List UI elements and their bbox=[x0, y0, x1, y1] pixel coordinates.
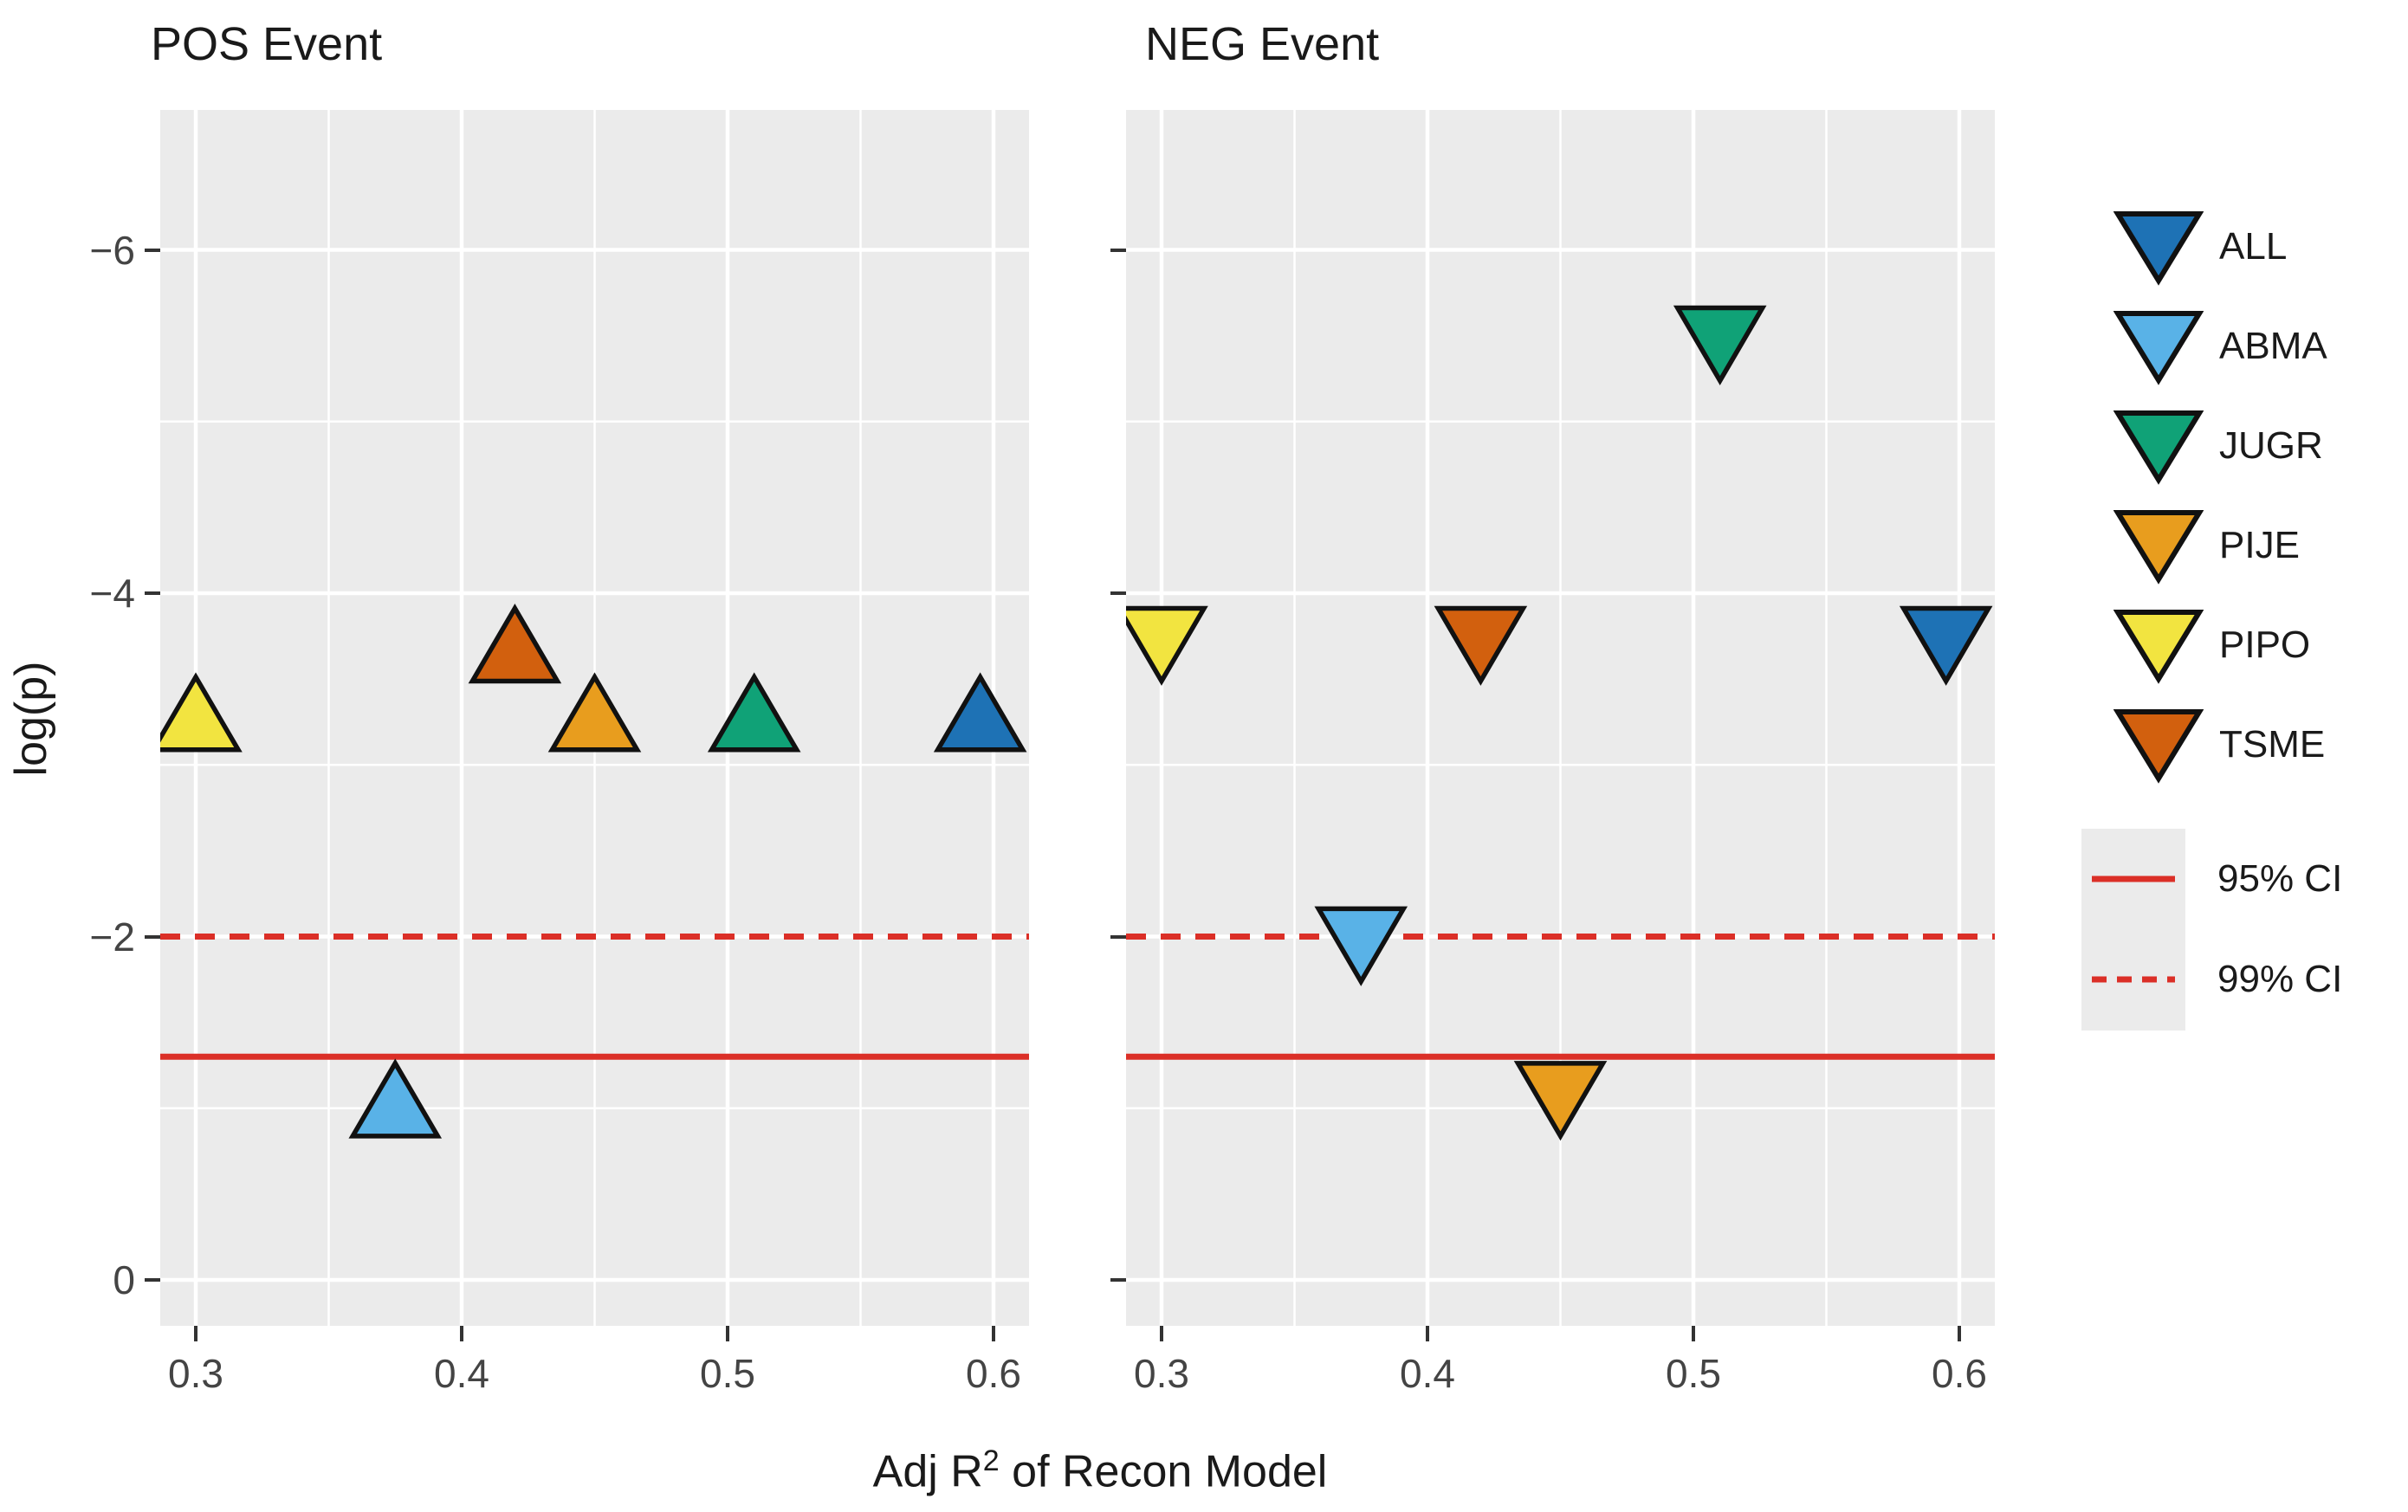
x-tick-mark bbox=[726, 1326, 729, 1341]
x-tick-label-0.5: 0.5 bbox=[700, 1351, 755, 1396]
x-tick-mark bbox=[1426, 1326, 1429, 1341]
legend-label-pipo: PIPO bbox=[2219, 624, 2311, 666]
legend-label-all: ALL bbox=[2219, 225, 2288, 268]
ci-legend-key-background bbox=[2081, 829, 2185, 1031]
legend-triangle-down-icon-tsme bbox=[2113, 709, 2204, 784]
marker-triangle-down-pipo bbox=[1126, 605, 1208, 686]
x-tick-mark bbox=[460, 1326, 463, 1341]
legend-item-abma: ABMA bbox=[2113, 307, 2327, 385]
marker-triangle-up-jugr bbox=[707, 672, 801, 753]
y-tick-mark bbox=[145, 248, 160, 252]
legend-label-pije: PIJE bbox=[2219, 524, 2300, 566]
ci-legend-key-dashed bbox=[2081, 940, 2185, 1018]
legend-triangle-down-icon-jugr bbox=[2113, 410, 2204, 485]
x-axis-label-prefix: Adj R bbox=[872, 1446, 983, 1497]
triangle-down-icon bbox=[2113, 510, 2204, 585]
marker-triangle-down-abma bbox=[1314, 906, 1408, 986]
triangle-down-icon bbox=[2113, 709, 2204, 784]
triangle-down-icon bbox=[2113, 211, 2204, 286]
x-axis-label: Adj R2 of Recon Model bbox=[873, 1444, 1328, 1497]
legend-label-tsme: TSME bbox=[2219, 723, 2326, 766]
marker-triangle-up-pipo bbox=[160, 672, 243, 753]
legend-item-all: ALL bbox=[2113, 208, 2287, 286]
triangle-down-icon bbox=[2113, 610, 2204, 684]
triangle-down-icon bbox=[2113, 410, 2204, 485]
marker-triangle-up-tsme bbox=[468, 604, 562, 684]
legend-item-jugr: JUGR bbox=[2113, 407, 2323, 485]
ci-legend-label-99: 99% CI bbox=[2217, 958, 2343, 1000]
legend-triangle-down-icon-abma bbox=[2113, 311, 2204, 385]
x-tick-label-0.6: 0.6 bbox=[966, 1351, 1021, 1396]
x-tick-label-0.5: 0.5 bbox=[1666, 1351, 1721, 1396]
y-tick-mark bbox=[145, 1278, 160, 1282]
legend-label-abma: ABMA bbox=[2219, 325, 2327, 367]
x-tick-label-0.3: 0.3 bbox=[1134, 1351, 1189, 1396]
legend-triangle-down-icon-all bbox=[2113, 211, 2204, 286]
x-tick-mark bbox=[1692, 1326, 1695, 1341]
legend-label-jugr: JUGR bbox=[2219, 424, 2323, 467]
x-tick-mark bbox=[1160, 1326, 1163, 1341]
solid-red-line-icon bbox=[2092, 876, 2175, 882]
dashed-red-line-icon bbox=[2092, 976, 2175, 983]
y-tick-mark bbox=[1110, 591, 1126, 595]
y-tick-mark bbox=[145, 591, 160, 595]
y-tick-mark bbox=[145, 934, 160, 939]
x-tick-mark bbox=[992, 1326, 995, 1341]
marker-triangle-down-jugr bbox=[1673, 305, 1767, 385]
y-tick-mark bbox=[1110, 934, 1126, 939]
y-tick-mark bbox=[1110, 1278, 1126, 1282]
x-tick-label-0.4: 0.4 bbox=[434, 1351, 489, 1396]
panel-title-pos: POS Event bbox=[151, 18, 383, 70]
panel-title-neg: NEG Event bbox=[1145, 18, 1380, 70]
marker-triangle-down-tsme bbox=[1434, 605, 1528, 686]
y-tick-label-0: 0 bbox=[113, 1257, 135, 1302]
y-tick-mark bbox=[1110, 248, 1126, 252]
y-tick-label-−6: −6 bbox=[89, 227, 135, 273]
legend-item-pije: PIJE bbox=[2113, 507, 2300, 585]
marker-triangle-up-pije bbox=[547, 672, 642, 753]
legend-item-pipo: PIPO bbox=[2113, 606, 2310, 684]
x-tick-label-0.4: 0.4 bbox=[1400, 1351, 1455, 1396]
y-axis-label: log(p) bbox=[6, 661, 56, 777]
x-axis-label-superscript: 2 bbox=[982, 1444, 1000, 1477]
marker-triangle-up-abma bbox=[348, 1058, 443, 1139]
x-tick-label-0.3: 0.3 bbox=[168, 1351, 223, 1396]
plot-panel-pos bbox=[160, 110, 1029, 1326]
x-tick-mark bbox=[1958, 1326, 1961, 1341]
plot-panel-neg bbox=[1126, 110, 1995, 1326]
ci-legend-key-solid bbox=[2081, 840, 2185, 918]
y-tick-label-−2: −2 bbox=[89, 914, 135, 960]
marker-triangle-down-pije bbox=[1513, 1061, 1608, 1141]
marker-triangle-down-all bbox=[1899, 605, 1993, 686]
triangle-down-icon bbox=[2113, 311, 2204, 385]
x-tick-label-0.6: 0.6 bbox=[1932, 1351, 1987, 1396]
legend-item-tsme: TSME bbox=[2113, 706, 2325, 784]
x-axis-label-suffix: of Recon Model bbox=[999, 1446, 1328, 1497]
y-tick-label-−4: −4 bbox=[89, 571, 135, 616]
legend-triangle-down-icon-pipo bbox=[2113, 610, 2204, 684]
x-tick-mark bbox=[194, 1326, 197, 1341]
legend-triangle-down-icon-pije bbox=[2113, 510, 2204, 585]
marker-triangle-up-all bbox=[933, 672, 1027, 753]
ci-legend-label-95: 95% CI bbox=[2217, 857, 2343, 900]
